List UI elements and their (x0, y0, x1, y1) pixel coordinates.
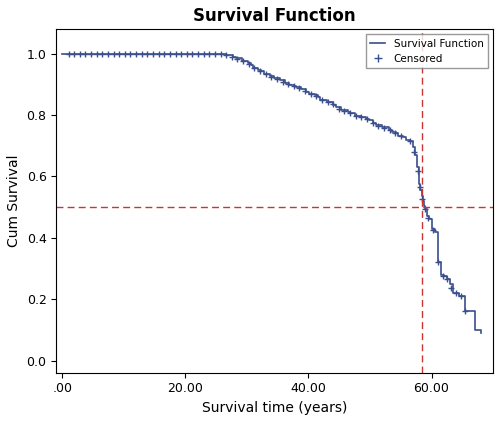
X-axis label: Survival time (years): Survival time (years) (202, 401, 348, 415)
Censored (392, 130, 398, 135)
Title: Survival Function: Survival Function (194, 7, 356, 25)
Censored (381, 125, 387, 130)
Censored (66, 51, 71, 57)
Censored (426, 216, 432, 221)
Line: Censored: Censored (66, 51, 468, 314)
Survival Function (478, 330, 484, 335)
Y-axis label: Cum Survival: Cum Survival (7, 155, 21, 247)
Survival Function (74, 51, 80, 57)
Survival Function (345, 109, 351, 114)
Survival Function (370, 120, 376, 125)
Legend: Survival Function, Censored: Survival Function, Censored (366, 35, 488, 68)
Censored (462, 309, 468, 314)
Line: Survival Function: Survival Function (62, 54, 481, 333)
Censored (100, 51, 105, 57)
Censored (412, 150, 418, 155)
Survival Function (338, 107, 344, 112)
Survival Function (390, 129, 396, 134)
Censored (398, 134, 404, 139)
Survival Function (60, 51, 66, 57)
Survival Function (428, 226, 434, 231)
